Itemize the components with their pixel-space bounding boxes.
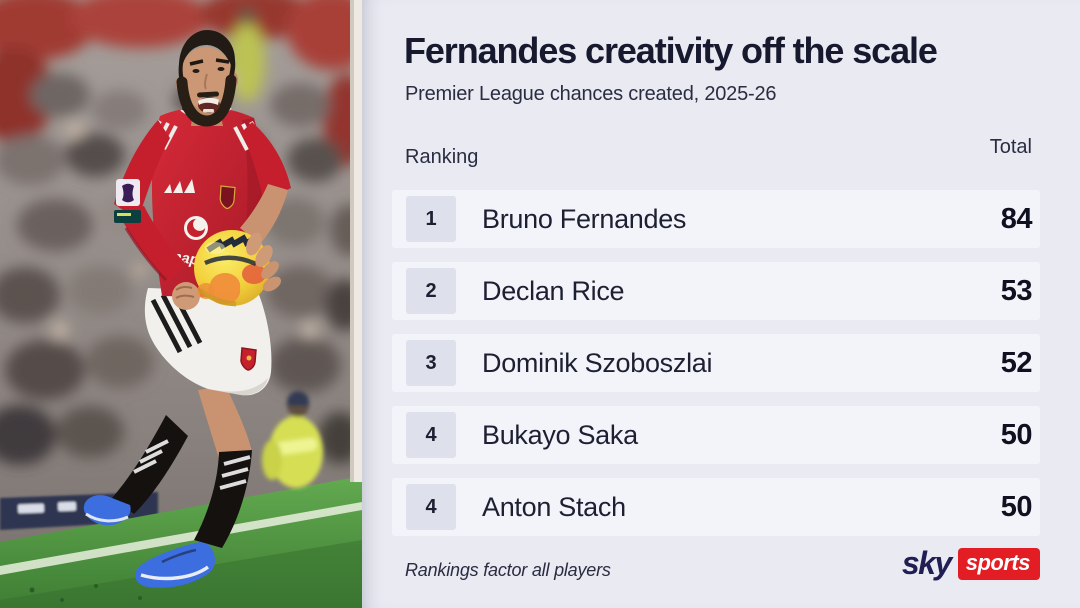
player-head (176, 30, 238, 127)
player-photo: snapdragon (0, 0, 362, 608)
rank-badge: 2 (406, 268, 456, 314)
rank-badge: 4 (406, 484, 456, 530)
total-value: 50 (1000, 418, 1033, 451)
table-row: 1 Bruno Fernandes 84 (392, 190, 1040, 248)
adidas-logo (164, 179, 195, 193)
sleeve-patch (114, 210, 141, 223)
page-title: Fernandes creativity off the scale (404, 30, 938, 71)
total-value: 52 (1000, 346, 1033, 379)
table-row: 4 Anton Stach 50 (392, 478, 1040, 536)
total-value: 50 (1000, 490, 1033, 523)
player-name: Declan Rice (482, 275, 625, 306)
sky-wordmark: sky (901, 545, 952, 581)
table-row: 4 Bukayo Saka 50 (392, 406, 1040, 464)
ranking-table: 1 Bruno Fernandes 84 2 Declan Rice 53 3 … (392, 190, 1040, 550)
sky-sports-logo: sky sports (901, 545, 1040, 581)
total-value: 84 (1000, 202, 1033, 235)
player-name: Bukayo Saka (482, 419, 638, 450)
sports-wordmark: sports (957, 548, 1040, 580)
total-column-header: Total (989, 136, 1032, 158)
player-figure: snapdragon (83, 30, 291, 588)
player-name: Bruno Fernandes (482, 203, 687, 234)
pitch-line (0, 502, 362, 575)
rank-badge: 4 (406, 412, 456, 458)
ranking-column-header: Ranking (405, 146, 479, 168)
steward-figure (262, 391, 323, 488)
player-name: Dominik Szoboszlai (482, 347, 713, 378)
player-photo-illustration: snapdragon (0, 0, 362, 608)
club-crest-shirt (219, 185, 236, 210)
subtitle: Premier League chances created, 2025-26 (405, 83, 777, 105)
goalpost (350, 0, 362, 482)
rank-badge: 1 (406, 196, 456, 242)
stats-panel: Fernandes creativity off the scale Premi… (362, 0, 1080, 608)
rank-badge: 3 (406, 340, 456, 386)
player-name: Anton Stach (482, 491, 626, 522)
footnote: Rankings factor all players (405, 560, 611, 580)
table-row: 3 Dominik Szoboszlai 52 (392, 334, 1040, 392)
total-value: 53 (1000, 274, 1033, 307)
table-row: 2 Declan Rice 53 (392, 262, 1040, 320)
